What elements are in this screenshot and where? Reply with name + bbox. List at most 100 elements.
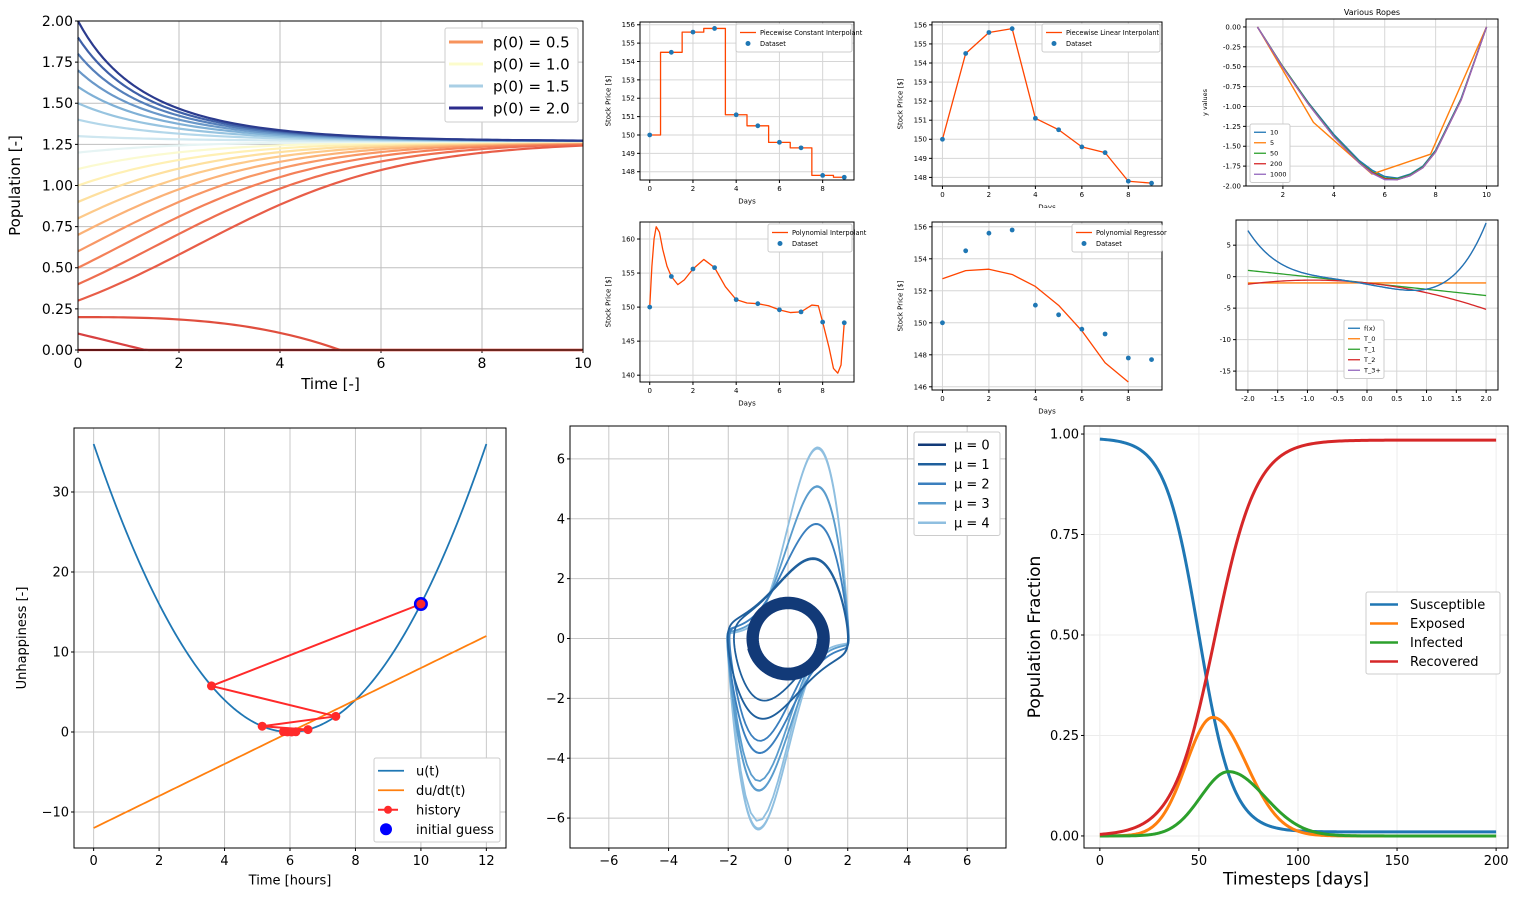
y-tick-label: -2.00 (1223, 182, 1241, 190)
x-tick-label: −4 (659, 854, 678, 869)
history-point (287, 727, 297, 737)
legend-label: f(x) (1364, 325, 1375, 333)
x-tick-label: 6 (777, 185, 782, 193)
x-tick-label: 4 (734, 185, 739, 193)
y-tick-label: 0.00 (1225, 23, 1241, 31)
legend-label: Exposed (1410, 617, 1465, 632)
y-tick-label: 6 (557, 452, 565, 467)
series-line (77, 143, 584, 286)
x-axis-label: Time [hours] (248, 874, 332, 889)
x-tick-label: 0 (647, 387, 651, 395)
x-tick-label: 150 (1385, 854, 1410, 869)
plot-frame (1245, 18, 1499, 187)
data-point (777, 307, 782, 313)
y-tick-label: 30 (52, 486, 69, 501)
chart-vanderpol: −6 −4 −2 0 2 4 6 6 4 2 0 −2 −4 −6 μ = 0 μ = 1 μ = 2 μ = 3… (514, 414, 1014, 912)
series-line (1247, 279, 1487, 311)
x-tick-label: 4 (1033, 395, 1038, 403)
legend-label: μ = 1 (954, 458, 990, 473)
y-axis-label: Stock Price [$] (605, 75, 613, 126)
data-point (940, 320, 945, 326)
legend-label: T_1 (1363, 346, 1375, 354)
y-tick-label: 0.25 (1050, 729, 1079, 744)
y-tick-label: 153 (914, 79, 927, 87)
legend-label: Susceptible (1410, 598, 1485, 613)
chart-polynomial-interpolant: 0 2 4 6 8 140 145 150 155 160 Days Stock Price [$] P… (600, 214, 890, 410)
y-tick-label: 152 (914, 287, 927, 295)
y-tick-label: 154 (914, 59, 928, 67)
orbit-line (726, 446, 850, 831)
legend-label: Dataset (1096, 240, 1122, 248)
x-tick-label: 4 (276, 356, 285, 372)
legend-label: μ = 2 (954, 477, 990, 492)
y-tick-label: 1.00 (42, 178, 73, 194)
legend-label: du/dt(t) (416, 784, 465, 799)
data-point (841, 174, 847, 180)
x-tick-label: 4 (220, 854, 228, 869)
legend-marker (745, 41, 751, 46)
legend-label: Polynomial Interpolant (792, 229, 867, 237)
infected-line (1099, 770, 1497, 838)
y-tick-label: 2.00 (42, 14, 73, 30)
data-point (1056, 312, 1062, 318)
y-axis-label: Unhappiness [-] (15, 587, 30, 690)
legend-marker (1051, 41, 1057, 46)
data-point (986, 30, 992, 35)
orbit-line (726, 485, 850, 792)
y-tick-label: 0.00 (42, 343, 73, 359)
legend-label: Polynomial Regressor (1096, 229, 1167, 237)
legend-marker (384, 805, 392, 814)
y-axis-label: Stock Price [$] (897, 280, 905, 331)
y-axis-label: Population Fraction (1025, 556, 1045, 719)
data-point (690, 266, 696, 272)
plot-frame (569, 425, 1007, 849)
y-tick-label: 20 (52, 566, 69, 581)
data-point (940, 136, 945, 142)
x-tick-label: -0.5 (1330, 395, 1344, 403)
history-point (206, 681, 216, 691)
y-tick-label: −4 (546, 752, 565, 767)
legend-label: T_2 (1363, 356, 1375, 364)
plot-frame (639, 21, 855, 181)
y-tick-label: 150 (914, 319, 927, 327)
orbit-line (746, 596, 830, 681)
y-tick-label: 148 (622, 168, 635, 176)
interpolant-line (649, 27, 845, 178)
y-tick-label: 0 (557, 632, 565, 647)
legend-box (913, 431, 1001, 536)
y-tick-label: 0.25 (42, 302, 73, 318)
x-tick-label: 6 (777, 387, 782, 395)
plot-frame (931, 21, 1163, 187)
x-tick-label: 2 (987, 395, 991, 403)
plot-frame (1083, 425, 1509, 849)
x-tick-label: 6 (1080, 395, 1085, 403)
data-point (712, 265, 717, 271)
data-point (820, 173, 826, 178)
orbit-line (726, 523, 850, 755)
y-tick-label: 156 (914, 223, 928, 231)
data-point (820, 319, 826, 325)
y-axis-label: Population [-] (6, 135, 24, 236)
legend-label: Dataset (1066, 40, 1092, 48)
legend-label: history (416, 803, 461, 818)
y-tick-label: 10 (52, 646, 69, 661)
data-point (841, 320, 847, 326)
x-tick-label: 200 (1484, 854, 1509, 869)
y-tick-label: 156 (914, 21, 928, 29)
y-tick-label: 0.50 (1050, 629, 1079, 644)
legend-box (373, 757, 501, 843)
data-point (1125, 178, 1131, 184)
x-axis-label: Timesteps [days] (1222, 870, 1369, 890)
x-tick-label: 100 (1286, 854, 1311, 869)
y-tick-label: 0.75 (1050, 528, 1079, 543)
history-point (331, 711, 341, 721)
series-line (1256, 26, 1488, 179)
y-tick-label: 154 (914, 255, 928, 263)
x-tick-label: 0 (89, 854, 97, 869)
y-tick-label: 152 (914, 98, 927, 106)
y-tick-label: −2 (546, 692, 565, 707)
x-tick-label: 0.0 (1361, 395, 1372, 403)
x-axis-label: Days (1038, 407, 1056, 415)
data-point (712, 26, 717, 31)
legend-label: Dataset (792, 240, 818, 248)
